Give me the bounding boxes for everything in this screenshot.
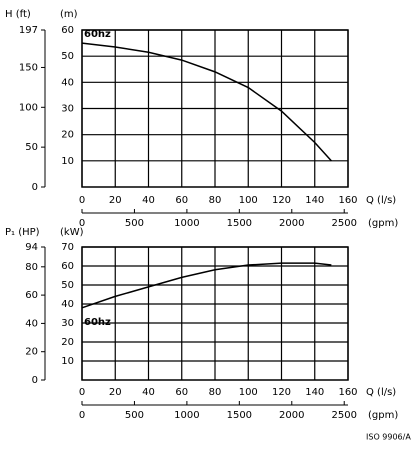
x-tick-label: 160 bbox=[338, 195, 357, 206]
x-tick-label: 80 bbox=[209, 195, 222, 206]
y-tick-label: 10 bbox=[61, 356, 74, 367]
y-tick-label: 50 bbox=[61, 51, 74, 62]
curve bbox=[81, 42, 332, 162]
x2-tick-label: 2500 bbox=[331, 218, 356, 229]
y2-tick-label: 100 bbox=[19, 102, 38, 113]
y2-tick-label: 197 bbox=[19, 25, 38, 36]
curve-label: 60hz bbox=[84, 29, 111, 40]
x2-axis-title: (gpm) bbox=[368, 410, 398, 421]
y2-tick-label: 80 bbox=[25, 262, 38, 273]
x-tick-label: 100 bbox=[239, 195, 258, 206]
x-tick-label: 20 bbox=[109, 195, 122, 206]
y-tick-label: 60 bbox=[61, 261, 74, 272]
y-tick-label: 20 bbox=[61, 130, 74, 141]
curve bbox=[81, 262, 332, 309]
x-tick-label: 60 bbox=[175, 195, 188, 206]
x2-tick-label: 1000 bbox=[174, 410, 199, 421]
y2-tick-label: 0 bbox=[32, 375, 38, 386]
x-tick-label: 40 bbox=[142, 195, 155, 206]
x-tick-label: 140 bbox=[305, 387, 324, 398]
y-tick-label: 70 bbox=[61, 242, 74, 253]
x2-tick-label: 1500 bbox=[227, 218, 252, 229]
y2-tick-label: 40 bbox=[25, 318, 38, 329]
y2-tick-label: 94 bbox=[25, 242, 38, 253]
x2-tick-label: 0 bbox=[79, 410, 85, 421]
y-tick-label: 40 bbox=[61, 77, 74, 88]
x-tick-label: 120 bbox=[272, 387, 291, 398]
x-tick-label: 140 bbox=[305, 195, 324, 206]
x-tick-label: 0 bbox=[79, 387, 85, 398]
x2-tick-label: 2500 bbox=[331, 410, 356, 421]
y-axis-title: (m) bbox=[60, 9, 78, 20]
y-tick-label: 60 bbox=[61, 25, 74, 36]
x-tick-label: 0 bbox=[79, 195, 85, 206]
x-tick-label: 60 bbox=[175, 387, 188, 398]
x-tick-label: 40 bbox=[142, 387, 155, 398]
y2-tick-label: 20 bbox=[25, 347, 38, 358]
x-tick-label: 80 bbox=[209, 387, 222, 398]
y-axis-title: (kW) bbox=[60, 227, 84, 238]
y-tick-label: 30 bbox=[61, 104, 74, 115]
y-tick-label: 20 bbox=[61, 337, 74, 348]
x2-tick-label: 2000 bbox=[279, 218, 304, 229]
y-tick-label: 40 bbox=[61, 299, 74, 310]
y2-tick-label: 0 bbox=[32, 182, 38, 193]
footnote: ISO 9906/A bbox=[366, 433, 411, 442]
x-tick-label: 100 bbox=[239, 387, 258, 398]
x2-tick-label: 500 bbox=[125, 410, 144, 421]
y2-tick-label: 150 bbox=[19, 62, 38, 73]
x-axis-title: Q (l/s) bbox=[366, 195, 396, 206]
x-tick-label: 120 bbox=[272, 195, 291, 206]
x2-tick-label: 1500 bbox=[227, 410, 252, 421]
x2-tick-label: 2000 bbox=[279, 410, 304, 421]
y2-axis-title: H (ft) bbox=[5, 9, 31, 20]
y2-tick-label: 50 bbox=[25, 142, 38, 153]
x-tick-label: 20 bbox=[109, 387, 122, 398]
y-tick-label: 10 bbox=[61, 156, 74, 167]
x2-axis-title: (gpm) bbox=[368, 218, 398, 229]
curve-label: 60hz bbox=[84, 317, 111, 328]
y-tick-label: 50 bbox=[61, 280, 74, 291]
y2-tick-label: 60 bbox=[25, 290, 38, 301]
x2-tick-label: 0 bbox=[79, 218, 85, 229]
x2-tick-label: 500 bbox=[125, 218, 144, 229]
y2-axis-title: P₁ (HP) bbox=[5, 227, 40, 238]
x-tick-label: 160 bbox=[338, 387, 357, 398]
y-tick-label: 30 bbox=[61, 318, 74, 329]
x2-tick-label: 1000 bbox=[174, 218, 199, 229]
x-axis-title: Q (l/s) bbox=[366, 387, 396, 398]
